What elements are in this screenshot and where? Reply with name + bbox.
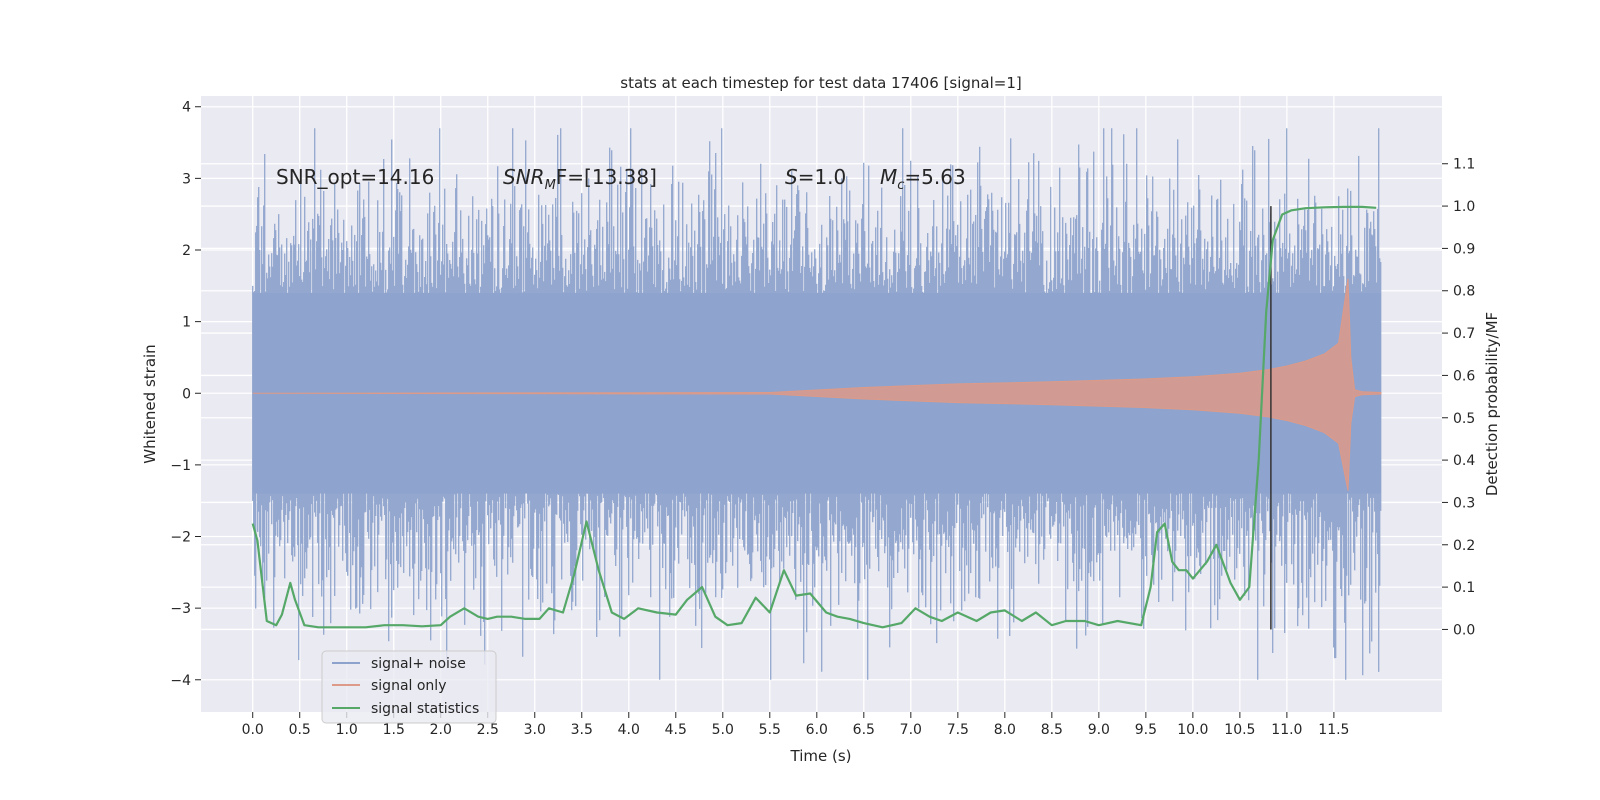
y-axis-ticks: −4 −3 −2 −1 0 1 2 3 4: [170, 100, 201, 689]
annotation-mc-sub: c: [897, 178, 904, 193]
annotation-snr-opt: SNR_opt=14.16: [276, 165, 434, 189]
y2-tick-label-0: 0.0: [1453, 622, 1475, 638]
annotation-snr-mf-main: SNR: [503, 165, 545, 189]
annotation-s: S=1.0: [785, 165, 846, 189]
y-axis-title: Whitened strain: [141, 344, 159, 463]
x-tick-label-8: 4.0: [618, 722, 640, 738]
y-tick-label-5: 1: [182, 315, 191, 331]
x-tick-label-19: 9.5: [1135, 722, 1157, 738]
x-tick-label-6: 3.0: [524, 722, 546, 738]
y2-tick-label-2: 0.2: [1453, 538, 1475, 554]
y-tick-label-8: 4: [182, 100, 191, 116]
series-signal-statistics: [251, 205, 1377, 629]
signal-envelope: [252, 278, 1382, 491]
y2-tick-label-3: 0.3: [1453, 495, 1475, 511]
x-tick-label-4: 2.0: [430, 722, 452, 738]
annotation-s-symbol: S: [785, 165, 798, 189]
annotation-snr-mf-rest: F=[13.38]: [556, 165, 657, 189]
y-tick-label-4: 0: [182, 386, 191, 402]
y2-tick-label-8: 0.8: [1453, 284, 1475, 300]
x-tick-label-5: 2.5: [477, 722, 499, 738]
y-tick-label-3: −1: [170, 458, 191, 474]
x-tick-label-7: 3.5: [571, 722, 593, 738]
x-tick-label-13: 6.5: [853, 722, 875, 738]
series-signal-only: [252, 278, 1382, 491]
y2-axis-title: Detection probability/MF: [1483, 312, 1501, 496]
x-tick-label-20: 10.0: [1177, 722, 1208, 738]
y2-tick-label-10: 1.0: [1453, 199, 1475, 215]
x-tick-label-12: 6.0: [806, 722, 828, 738]
legend: signal+ noise signal only signal statist…: [321, 650, 497, 724]
annotation-s-value: =1.0: [798, 165, 847, 189]
y2-tick-label-1: 0.1: [1453, 580, 1475, 596]
x-tick-label-10: 5.0: [712, 722, 734, 738]
y-tick-label-1: −3: [170, 601, 191, 617]
x-tick-label-2: 1.0: [336, 722, 358, 738]
y-tick-label-0: −4: [170, 673, 191, 689]
x-tick-label-17: 8.5: [1041, 722, 1063, 738]
x-tick-label-22: 11.0: [1271, 722, 1302, 738]
x-axis-ticks: 0.0 0.5 1.0 1.5 2.0 2.5 3.0 3.5 4.0 4.5 5.0 5.5 6.0 6…: [242, 712, 1349, 738]
x-tick-label-3: 1.5: [383, 722, 405, 738]
y-tick-label-6: 2: [182, 243, 191, 259]
annotation-mc: Mc=5.63: [880, 165, 966, 193]
x-tick-label-14: 7.0: [900, 722, 922, 738]
y2-tick-label-9: 0.9: [1453, 241, 1475, 257]
x-axis-title: Time (s): [790, 747, 852, 765]
chart-title: stats at each timestep for test data 174…: [620, 74, 1021, 92]
y-tick-label-2: −2: [170, 530, 191, 546]
annotation-mc-symbol: M: [880, 165, 897, 189]
legend-label-signal-only: signal only: [371, 678, 446, 694]
y-tick-label-7: 3: [182, 171, 191, 187]
y2-tick-label-5: 0.5: [1453, 411, 1475, 427]
y2-tick-label-11: 1.1: [1453, 157, 1475, 173]
legend-box: [321, 650, 497, 724]
x-tick-label-18: 9.0: [1088, 722, 1110, 738]
stats-line: [251, 205, 1377, 629]
x-tick-label-0: 0.0: [242, 722, 264, 738]
x-tick-label-1: 0.5: [289, 722, 311, 738]
x-tick-label-15: 7.5: [947, 722, 969, 738]
y2-tick-label-4: 0.4: [1453, 453, 1475, 469]
legend-label-signal-noise: signal+ noise: [371, 656, 466, 672]
x-tick-label-21: 10.5: [1224, 722, 1255, 738]
x-tick-label-11: 5.5: [759, 722, 781, 738]
annotation-snr-mf: SNRMF=[13.38]: [503, 165, 657, 193]
annotation-mc-value: =5.63: [904, 165, 965, 189]
y2-tick-label-7: 0.7: [1453, 326, 1475, 342]
annotation-snr-mf-sub: M: [545, 178, 556, 193]
x-tick-label-16: 8.0: [994, 722, 1016, 738]
legend-label-signal-statistics: signal statistics: [371, 701, 479, 717]
x-tick-label-9: 4.5: [665, 722, 687, 738]
y2-tick-label-6: 0.6: [1453, 368, 1475, 384]
y2-axis-ticks: 0.0 0.1 0.2 0.3 0.4 0.5 0.6 0.7 0.8 0.9 1.0 1.1: [1442, 157, 1475, 638]
x-tick-label-23: 11.5: [1318, 722, 1349, 738]
